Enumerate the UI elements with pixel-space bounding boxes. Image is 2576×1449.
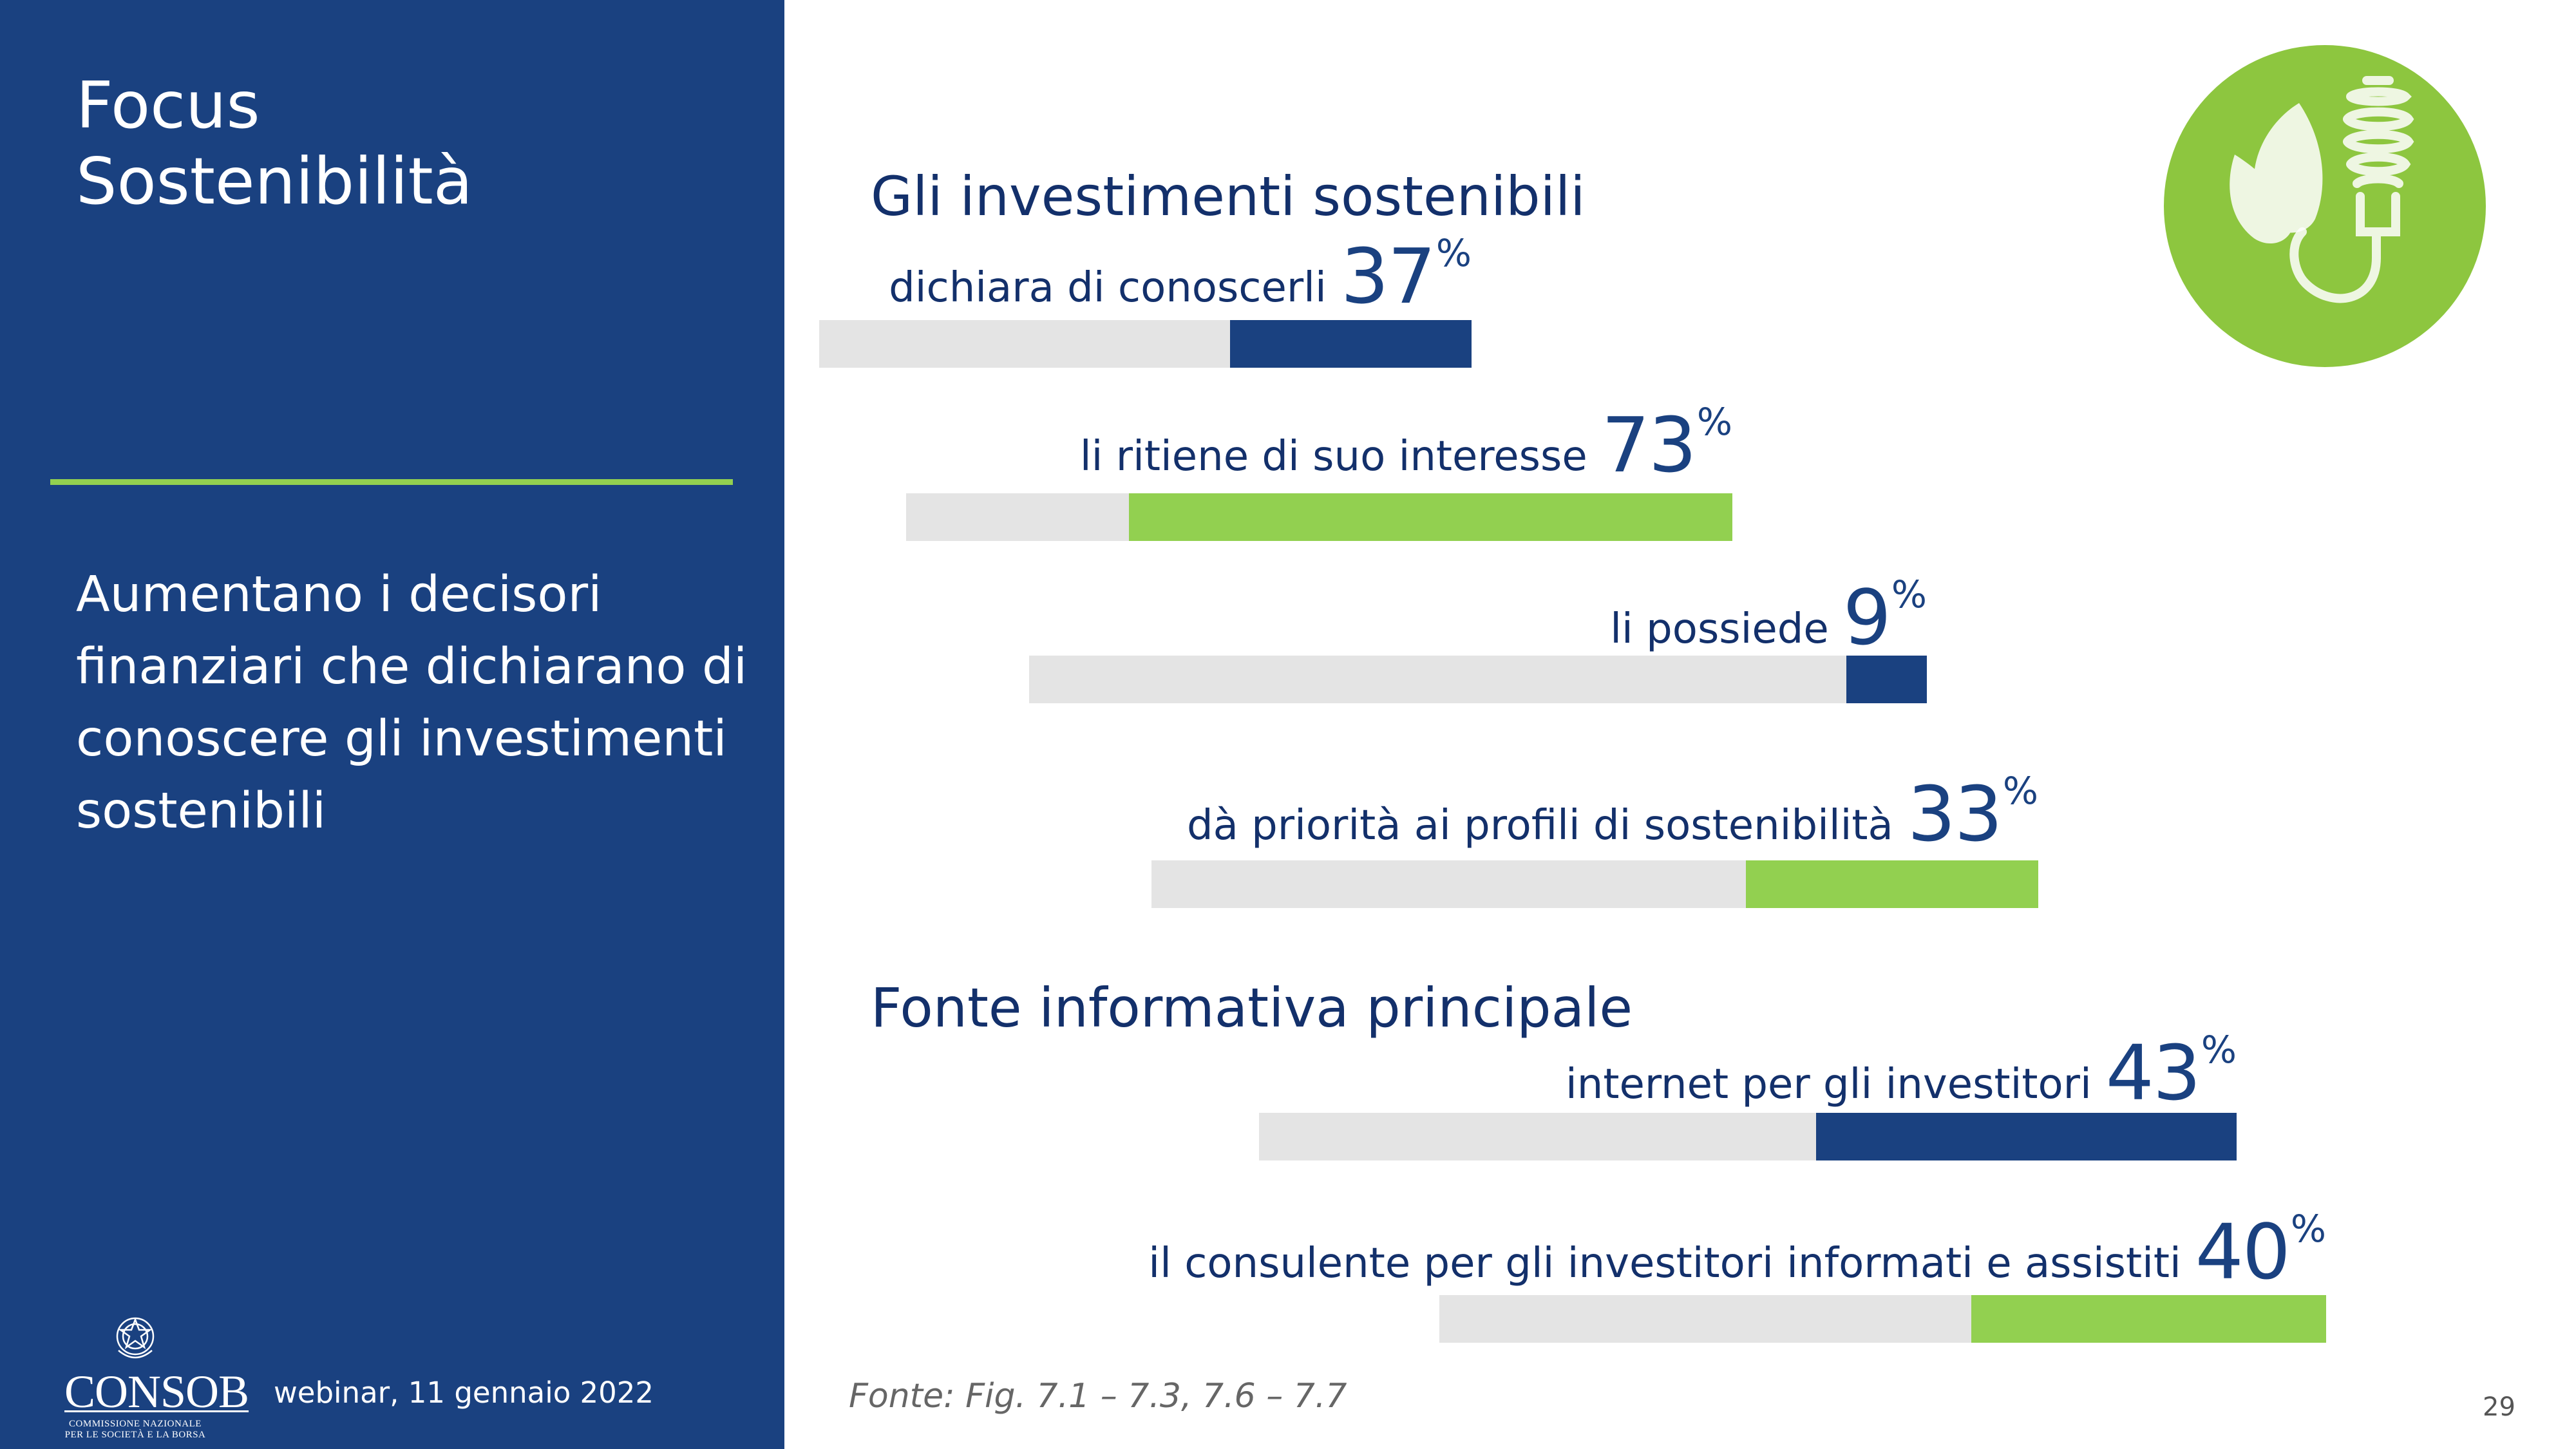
bar-value-unit: % (2201, 1028, 2237, 1072)
bar-label-text: dà priorità ai profili di sostenibilità (1186, 802, 1893, 849)
logo-caption-line2: PER LE SOCIETÀ E LA BORSA (64, 1430, 206, 1440)
panel-title: Focus Sostenibilità (76, 68, 473, 220)
bar-value: 9 (1842, 573, 1891, 662)
panel-title-line2: Sostenibilità (76, 144, 473, 219)
bar-value-unit: % (1435, 231, 1472, 275)
bar-value-unit: % (1696, 400, 1732, 444)
bar-value-unit: % (2290, 1207, 2326, 1251)
bar-label-text: internet per gli investitori (1566, 1061, 2092, 1108)
bar-value: 40 (2195, 1208, 2291, 1296)
bar-value: 73 (1601, 401, 1697, 489)
section-heading-sources: Fonte informativa principale (871, 976, 1633, 1039)
page-number: 29 (2483, 1392, 2515, 1422)
bar-label: internet per gli investitori 43% (1566, 1028, 2237, 1117)
panel-title-line1: Focus (76, 68, 260, 143)
bar (1816, 1113, 2237, 1160)
bar-label-text: li ritiene di suo interesse (1079, 433, 1587, 480)
source-note: Fonte: Fig. 7.1 – 7.3, 7.6 – 7.7 (849, 1377, 1347, 1416)
bar-value: 43 (2105, 1028, 2201, 1117)
left-panel: Focus Sostenibilità Aumentano i decisori… (0, 0, 784, 1449)
bar-label: li possiede 9% (1610, 573, 1927, 662)
icon-circle (2164, 45, 2486, 367)
leaf-lightbulb-icon (2164, 45, 2486, 367)
logo-wordmark: CONSOB (64, 1366, 249, 1417)
panel-subtitle: Aumentano i decisori finanziari che dich… (76, 566, 748, 840)
bar (1745, 860, 2038, 908)
emblem-icon (116, 1317, 155, 1359)
bar-track (1029, 656, 1927, 703)
leaf-shape (2230, 103, 2323, 244)
consob-logo: CONSOB COMMISSIONE NAZIONALE PER LE SOCI… (64, 1311, 249, 1441)
bar-label-text: li possiede (1610, 605, 1829, 653)
logo-caption-line1: COMMISSIONE NAZIONALE (69, 1419, 202, 1429)
bar (1971, 1295, 2326, 1343)
bar (1129, 493, 1732, 541)
section-heading-investments: Gli investimenti sostenibili (871, 165, 1586, 228)
bar-value-unit: % (2002, 769, 2038, 813)
bar-label: li ritiene di suo interesse 73% (1079, 401, 1732, 489)
bar-label-text: il consulente per gli investitori inform… (1148, 1240, 2181, 1287)
bar-value: 33 (1907, 770, 2003, 858)
bar (1846, 656, 1927, 703)
bar-value-unit: % (1891, 573, 1927, 616)
bar (1230, 320, 1472, 368)
bar-label: dichiara di conoscerli 37% (889, 232, 1472, 321)
panel-divider (50, 479, 733, 485)
bar-label-text: dichiara di conoscerli (889, 264, 1327, 312)
bar-label: il consulente per gli investitori inform… (1148, 1208, 2326, 1296)
logo-caption: COMMISSIONE NAZIONALE PER LE SOCIETÀ E L… (64, 1419, 206, 1441)
bar-label: dà priorità ai profili di sostenibilità 3… (1186, 770, 2038, 858)
bar-value: 37 (1340, 232, 1436, 321)
bulb-shape (2289, 76, 2414, 303)
webinar-date: webinar, 11 gennaio 2022 (274, 1376, 654, 1410)
